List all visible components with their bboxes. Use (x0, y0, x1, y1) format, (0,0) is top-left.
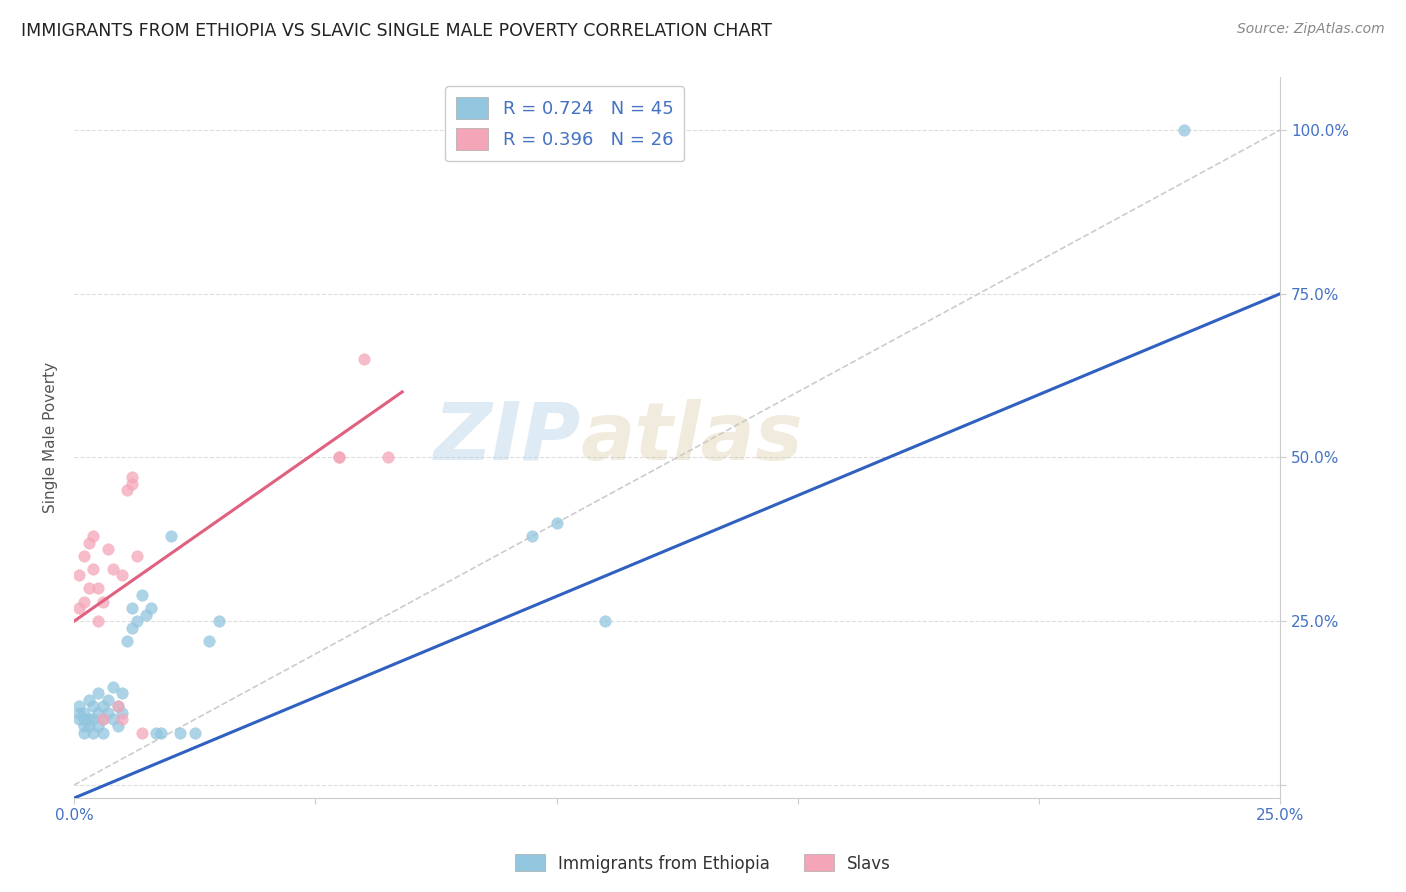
Point (131, 588, 153, 602)
Point (73, 594, 96, 608)
Point (73, 549, 96, 563)
Point (87, 706, 110, 720)
Point (107, 719, 129, 733)
Point (208, 614, 231, 628)
Point (97, 693, 120, 707)
Point (87, 719, 110, 733)
Point (77, 713, 100, 727)
Point (82, 699, 104, 714)
Point (73, 725, 96, 739)
Legend: Immigrants from Ethiopia, Slavs: Immigrants from Ethiopia, Slavs (509, 847, 897, 880)
Point (82, 562, 104, 576)
Point (353, 352, 375, 367)
Text: Source: ZipAtlas.com: Source: ZipAtlas.com (1237, 22, 1385, 37)
Point (77, 535, 100, 549)
Point (67, 699, 90, 714)
Point (82, 529, 104, 543)
Point (135, 607, 157, 622)
Point (77, 693, 100, 707)
Point (91, 713, 114, 727)
Point (91, 699, 114, 714)
Point (73, 706, 96, 720)
Point (125, 549, 148, 563)
Point (111, 568, 134, 582)
Point (101, 680, 124, 694)
Point (198, 633, 221, 648)
Point (111, 713, 134, 727)
Point (131, 725, 153, 739)
Point (149, 725, 172, 739)
Point (91, 713, 114, 727)
Text: ZIP: ZIP (433, 399, 581, 476)
Point (73, 719, 96, 733)
Point (121, 470, 143, 484)
Point (546, 516, 568, 530)
Point (82, 713, 104, 727)
Point (67, 601, 90, 615)
Point (67, 706, 90, 720)
Y-axis label: Single Male Poverty: Single Male Poverty (44, 362, 58, 513)
Point (125, 614, 148, 628)
Point (377, 450, 399, 465)
Point (169, 725, 191, 739)
Point (107, 699, 129, 714)
Point (87, 686, 110, 700)
Point (1173, 123, 1195, 137)
Point (77, 719, 100, 733)
Point (145, 725, 167, 739)
Point (101, 713, 124, 727)
Point (159, 529, 181, 543)
Point (111, 706, 134, 720)
Text: IMMIGRANTS FROM ETHIOPIA VS SLAVIC SINGLE MALE POVERTY CORRELATION CHART: IMMIGRANTS FROM ETHIOPIA VS SLAVIC SINGL… (21, 22, 772, 40)
Point (115, 483, 138, 498)
Point (121, 621, 143, 635)
Point (328, 450, 350, 465)
Point (73, 713, 96, 727)
Legend: R = 0.724   N = 45, R = 0.396   N = 26: R = 0.724 N = 45, R = 0.396 N = 26 (446, 87, 685, 161)
Point (91, 594, 114, 608)
Point (111, 686, 134, 700)
Point (141, 601, 163, 615)
Point (121, 601, 143, 615)
Point (67, 568, 90, 582)
Point (328, 450, 350, 465)
Point (97, 542, 120, 557)
Point (183, 725, 205, 739)
Point (97, 706, 120, 720)
Point (107, 699, 129, 714)
Point (115, 633, 138, 648)
Point (87, 582, 110, 596)
Point (91, 725, 114, 739)
Point (77, 582, 100, 596)
Point (82, 725, 104, 739)
Point (87, 614, 110, 628)
Text: atlas: atlas (581, 399, 803, 476)
Point (67, 713, 90, 727)
Point (101, 562, 124, 576)
Point (593, 614, 616, 628)
Point (121, 476, 143, 491)
Point (522, 529, 544, 543)
